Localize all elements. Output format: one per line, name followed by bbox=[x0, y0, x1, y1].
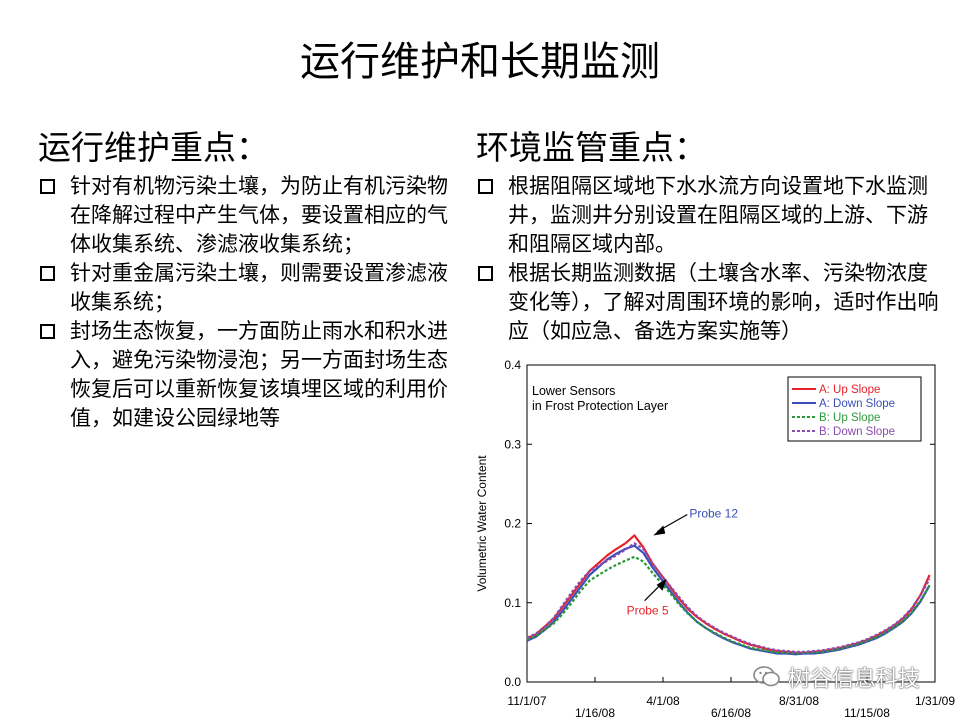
annotation-arrowhead bbox=[656, 578, 667, 591]
y-tick-label: 0.1 bbox=[504, 596, 521, 610]
list-item: 针对有机物污染土壤，为防止有机污染物在降解过程中产生气体，要设置相应的气体收集系… bbox=[38, 172, 450, 259]
series-line bbox=[526, 534, 931, 654]
left-list: 针对有机物污染土壤，为防止有机污染物在降解过程中产生气体，要设置相应的气体收集系… bbox=[38, 172, 450, 433]
x-tick-label: 4/1/08 bbox=[646, 694, 680, 708]
list-item: 针对重金属污染土壤，则需要设置渗滤液收集系统； bbox=[38, 259, 450, 317]
legend-label: B: Down Slope bbox=[819, 426, 895, 438]
right-heading: 环境监管重点： bbox=[476, 128, 707, 167]
y-tick-label: 0.0 bbox=[504, 675, 521, 689]
x-tick-label: 11/1/07 bbox=[507, 694, 546, 708]
annotation-label: Probe 5 bbox=[627, 604, 669, 618]
square-bullet-icon bbox=[40, 324, 55, 339]
watermark-text: 树谷信息科技 bbox=[788, 667, 921, 692]
annotation-arrowhead bbox=[653, 525, 666, 536]
chart-annotation-title: in Frost Protection Layer bbox=[532, 399, 668, 413]
legend-label: A: Up Slope bbox=[819, 384, 880, 396]
wechat-icon bbox=[753, 666, 780, 687]
series-line bbox=[526, 555, 931, 655]
y-tick-label: 0.2 bbox=[504, 517, 521, 531]
left-heading: 运行维护重点： bbox=[38, 128, 269, 167]
x-tick-label: 1/31/09 bbox=[915, 694, 955, 708]
watermark: 树谷信息科技 bbox=[752, 662, 920, 692]
x-tick-label: 8/31/08 bbox=[779, 694, 819, 708]
y-tick-label: 0.3 bbox=[504, 437, 521, 451]
square-bullet-icon bbox=[478, 266, 493, 281]
x-tick-label: 1/16/08 bbox=[575, 706, 615, 720]
square-bullet-icon bbox=[40, 179, 55, 194]
annotation-label: Probe 12 bbox=[689, 507, 738, 521]
water-content-chart: 0.0 0.1 0.2 0.3 0.4 11/1/07 1/16/08 4/1/08 6/16/… bbox=[470, 355, 960, 720]
square-bullet-icon bbox=[40, 266, 55, 281]
page-title: 运行维护和长期监测 bbox=[300, 39, 660, 85]
list-item: 根据长期监测数据（土壤含水率、污染物浓度变化等），了解对周围环境的影响，适时作出… bbox=[476, 259, 946, 346]
list-item: 封场生态恢复，一方面防止雨水和积水进入，避免污染物浸泡；另一方面封场生态恢复后可… bbox=[38, 317, 450, 433]
x-tick-label: 6/16/08 bbox=[711, 706, 751, 720]
chart-svg: 0.0 0.1 0.2 0.3 0.4 11/1/07 1/16/08 4/1/08 6/16/… bbox=[475, 358, 955, 720]
legend-label: A: Down Slope bbox=[819, 398, 895, 410]
legend-label: B: Up Slope bbox=[819, 412, 880, 424]
x-tick-label: 11/15/08 bbox=[844, 706, 890, 720]
list-item: 根据阻隔区域地下水水流方向设置地下水监测井，监测井分别设置在阻隔区域的上游、下游… bbox=[476, 172, 946, 259]
chart-annotation-title: Lower Sensors bbox=[532, 384, 615, 398]
series-line bbox=[526, 542, 931, 653]
right-list: 根据阻隔区域地下水水流方向设置地下水监测井，监测井分别设置在阻隔区域的上游、下游… bbox=[476, 172, 946, 346]
y-axis-label: Volumetric Water Content bbox=[475, 455, 489, 592]
square-bullet-icon bbox=[478, 179, 493, 194]
legend-box bbox=[787, 376, 922, 442]
y-tick-label: 0.4 bbox=[504, 358, 521, 372]
